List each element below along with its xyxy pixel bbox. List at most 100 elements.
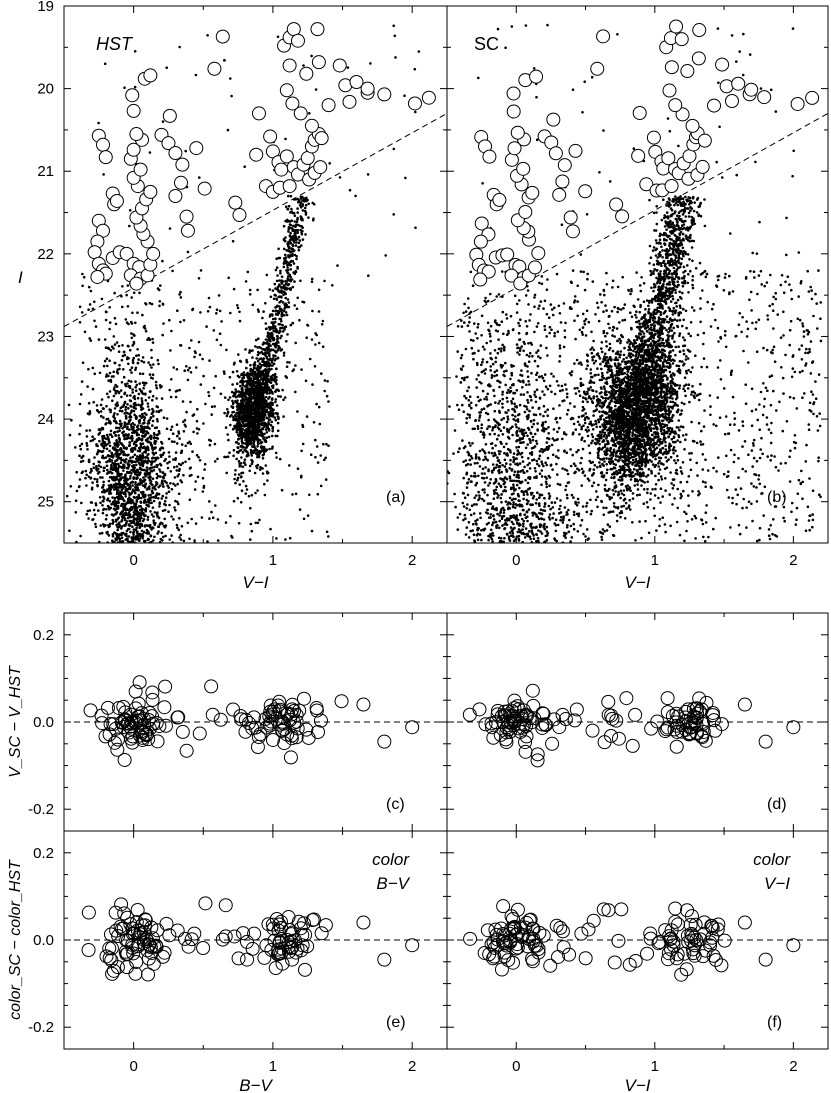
star-dot xyxy=(236,304,239,307)
star-dot xyxy=(110,435,114,439)
star-dot xyxy=(164,496,168,500)
star-dot xyxy=(294,492,298,496)
star-dot xyxy=(148,301,152,305)
star-dot xyxy=(688,350,692,353)
star-dot xyxy=(197,340,201,344)
star-dot xyxy=(256,288,259,292)
star-dot xyxy=(158,475,162,478)
star-dot xyxy=(267,347,271,351)
star-dot xyxy=(191,308,194,312)
star-dot xyxy=(94,325,98,328)
star-dot xyxy=(145,413,148,416)
star-dot xyxy=(304,203,308,207)
star-dot xyxy=(325,442,328,446)
star-dot xyxy=(151,341,155,344)
star-dot xyxy=(238,483,241,486)
star-dot xyxy=(293,280,296,283)
star-dot xyxy=(265,426,269,430)
star-dot xyxy=(249,448,253,452)
star-dot xyxy=(74,499,78,503)
star-dot xyxy=(131,311,134,315)
star-dot xyxy=(106,436,110,439)
star-dot xyxy=(160,397,164,400)
star-dot xyxy=(154,458,158,462)
star-dot xyxy=(274,451,278,455)
star-dot xyxy=(392,24,396,28)
open-circle-marker xyxy=(129,276,144,291)
star-dot xyxy=(108,522,112,526)
star-dot xyxy=(229,514,232,518)
star-dot xyxy=(93,513,97,516)
star-dot xyxy=(690,420,693,424)
star-dot xyxy=(324,478,328,481)
star-dot xyxy=(152,521,156,524)
star-dot xyxy=(186,441,190,445)
star-dot xyxy=(181,461,185,465)
star-dot xyxy=(255,377,258,381)
star-dot xyxy=(250,452,253,455)
star-dot xyxy=(282,293,285,297)
star-dot xyxy=(132,530,136,534)
star-dot xyxy=(254,345,257,348)
star-dot xyxy=(310,54,313,58)
star-dot xyxy=(130,508,133,511)
star-dot xyxy=(265,390,268,394)
star-dot xyxy=(162,451,166,455)
star-dot xyxy=(263,423,267,426)
star-dot xyxy=(160,497,163,500)
star-dot xyxy=(145,466,149,469)
star-dot xyxy=(247,387,251,391)
star-dot xyxy=(102,407,105,411)
star-dot xyxy=(108,499,112,503)
circle-stars xyxy=(87,22,436,291)
star-dot xyxy=(109,378,113,382)
star-dot xyxy=(679,440,682,444)
star-dot xyxy=(275,257,278,261)
star-dot xyxy=(147,500,151,503)
open-circle-marker xyxy=(95,137,110,152)
star-dot xyxy=(95,404,99,407)
star-dot xyxy=(152,495,155,499)
star-dot xyxy=(155,386,159,390)
star-dot xyxy=(111,522,114,525)
star-dot xyxy=(160,480,164,484)
star-dot xyxy=(122,498,125,502)
star-dot xyxy=(261,369,265,373)
star-dot xyxy=(299,279,302,283)
panel-label: (a) xyxy=(386,489,406,506)
star-dot xyxy=(176,434,179,438)
star-dot xyxy=(117,522,120,526)
star-dot xyxy=(136,536,139,540)
star-dot xyxy=(132,501,135,504)
star-dot xyxy=(67,403,71,407)
star-dot xyxy=(171,432,175,436)
star-dot xyxy=(108,371,112,375)
star-dot xyxy=(274,390,277,393)
star-dot xyxy=(279,330,282,333)
star-dot xyxy=(87,285,91,289)
star-dot xyxy=(293,229,297,233)
star-dot xyxy=(129,474,132,478)
star-dot xyxy=(125,427,129,430)
star-dot xyxy=(216,518,220,521)
star-dot xyxy=(102,508,105,512)
star-dot xyxy=(129,436,132,440)
star-dot xyxy=(131,422,135,425)
star-dot xyxy=(173,506,176,509)
star-dot xyxy=(250,407,254,411)
star-dot xyxy=(208,443,212,447)
star-dot xyxy=(93,372,96,376)
star-dot xyxy=(111,447,115,450)
star-dot xyxy=(269,527,272,531)
star-dot xyxy=(348,188,352,192)
star-dot xyxy=(232,363,236,366)
star-dot xyxy=(170,534,173,537)
star-dot xyxy=(124,384,128,388)
star-dot xyxy=(142,511,145,515)
star-dot xyxy=(146,504,150,507)
star-dot xyxy=(153,535,156,539)
star-dot xyxy=(236,408,239,412)
star-dot xyxy=(251,389,254,393)
star-dot xyxy=(126,382,129,385)
star-dot xyxy=(244,280,248,283)
